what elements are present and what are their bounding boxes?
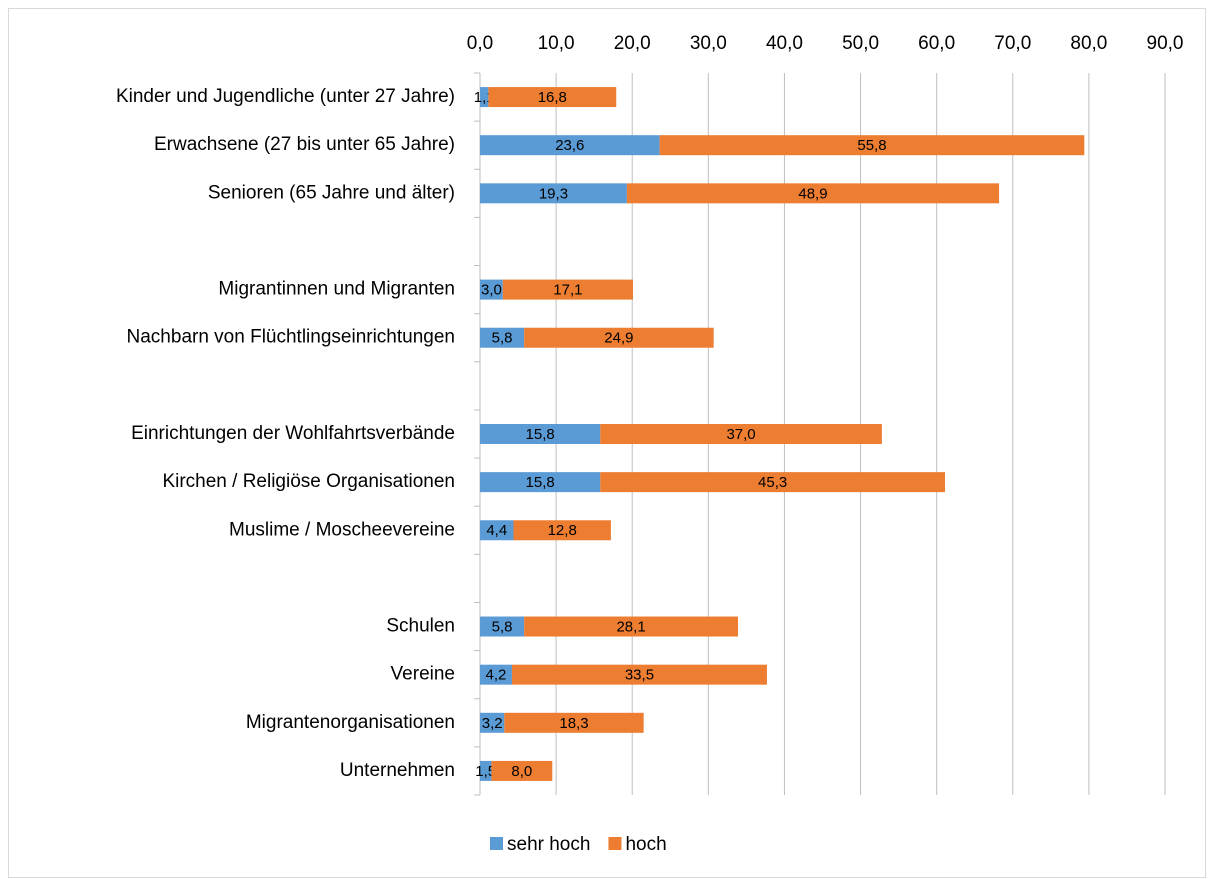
x-tick-label: 50,0	[842, 33, 879, 54]
x-tick-label: 70,0	[994, 33, 1031, 54]
category-label: Vereine	[391, 664, 455, 685]
data-label: 15,8	[526, 474, 555, 491]
bar-segment	[488, 87, 617, 108]
data-label: 4,2	[486, 667, 507, 684]
data-label: 23,6	[555, 137, 584, 154]
legend-swatch	[490, 837, 503, 850]
bar-segment	[480, 183, 627, 204]
x-tick-label: 30,0	[690, 33, 727, 54]
data-label: 18,3	[559, 715, 588, 732]
category-label: Schulen	[386, 616, 455, 637]
data-label: 5,8	[492, 330, 513, 347]
bar-segment	[504, 712, 644, 733]
bar-segment	[524, 327, 714, 348]
bar-segment	[480, 520, 514, 541]
x-tick-label: 0,0	[467, 33, 493, 54]
data-label: 55,8	[857, 137, 886, 154]
bar-segment	[480, 760, 492, 781]
x-tick-label: 20,0	[614, 33, 651, 54]
bar-segment	[511, 664, 767, 685]
data-label: 8,0	[511, 763, 532, 780]
data-label: 16,8	[538, 89, 567, 106]
data-label: 37,0	[726, 426, 755, 443]
category-label: Erwachsene (27 bis unter 65 Jahre)	[154, 134, 455, 155]
data-label: 4,4	[486, 522, 507, 539]
bar-segment	[480, 712, 505, 733]
data-label: 24,9	[604, 330, 633, 347]
category-label: Muslime / Moscheevereine	[229, 519, 455, 540]
legend-label: hoch	[625, 834, 666, 855]
legend-swatch	[608, 837, 622, 850]
data-label: 19,3	[539, 185, 568, 202]
category-label: Migrantinnen und Migranten	[218, 279, 455, 300]
legend-label: sehr hoch	[507, 834, 590, 855]
bar-segment	[480, 664, 512, 685]
category-label: Einrichtungen der Wohlfahrtsverbände	[131, 423, 455, 444]
data-label: 3,2	[482, 715, 503, 732]
category-label: Unternehmen	[340, 760, 455, 781]
category-label: Kirchen / Religiöse Organisationen	[162, 471, 455, 492]
bar-segment	[600, 472, 946, 493]
bar-segment	[659, 135, 1085, 156]
data-label: 1,5	[475, 763, 496, 780]
bar-segment	[480, 279, 503, 300]
data-label: 12,8	[548, 522, 577, 539]
data-label: 15,8	[526, 426, 555, 443]
x-tick-label: 60,0	[918, 33, 955, 54]
category-label: Migrantenorganisationen	[246, 712, 455, 733]
bar-segment	[480, 135, 660, 156]
bar-segment	[502, 279, 633, 300]
bar-segment	[480, 327, 525, 348]
data-label: 3,0	[481, 282, 502, 299]
category-label: Kinder und Jugendliche (unter 27 Jahre)	[116, 86, 455, 107]
category-label: Senioren (65 Jahre und älter)	[208, 182, 455, 203]
bar-segment	[491, 760, 553, 781]
data-label: 48,9	[798, 185, 827, 202]
bar-segment	[480, 87, 489, 108]
data-label: 45,3	[758, 474, 787, 491]
data-label: 5,8	[492, 619, 513, 636]
x-tick-label: 40,0	[766, 33, 803, 54]
bar-segment	[480, 424, 601, 444]
bar-segment	[626, 183, 1000, 204]
bar-segment	[480, 616, 525, 637]
x-tick-label: 90,0	[1147, 33, 1184, 54]
bar-segment	[524, 616, 739, 637]
data-label: 33,5	[625, 667, 654, 684]
bar-segment	[600, 424, 882, 444]
x-tick-label: 80,0	[1070, 33, 1107, 54]
data-label: 17,1	[553, 282, 582, 299]
bar-segment	[480, 472, 601, 493]
bar-segment	[513, 520, 611, 541]
category-label: Nachbarn von Flüchtlingseinrichtungen	[127, 327, 455, 348]
x-tick-label: 10,0	[538, 33, 575, 54]
data-label: 28,1	[616, 619, 645, 636]
